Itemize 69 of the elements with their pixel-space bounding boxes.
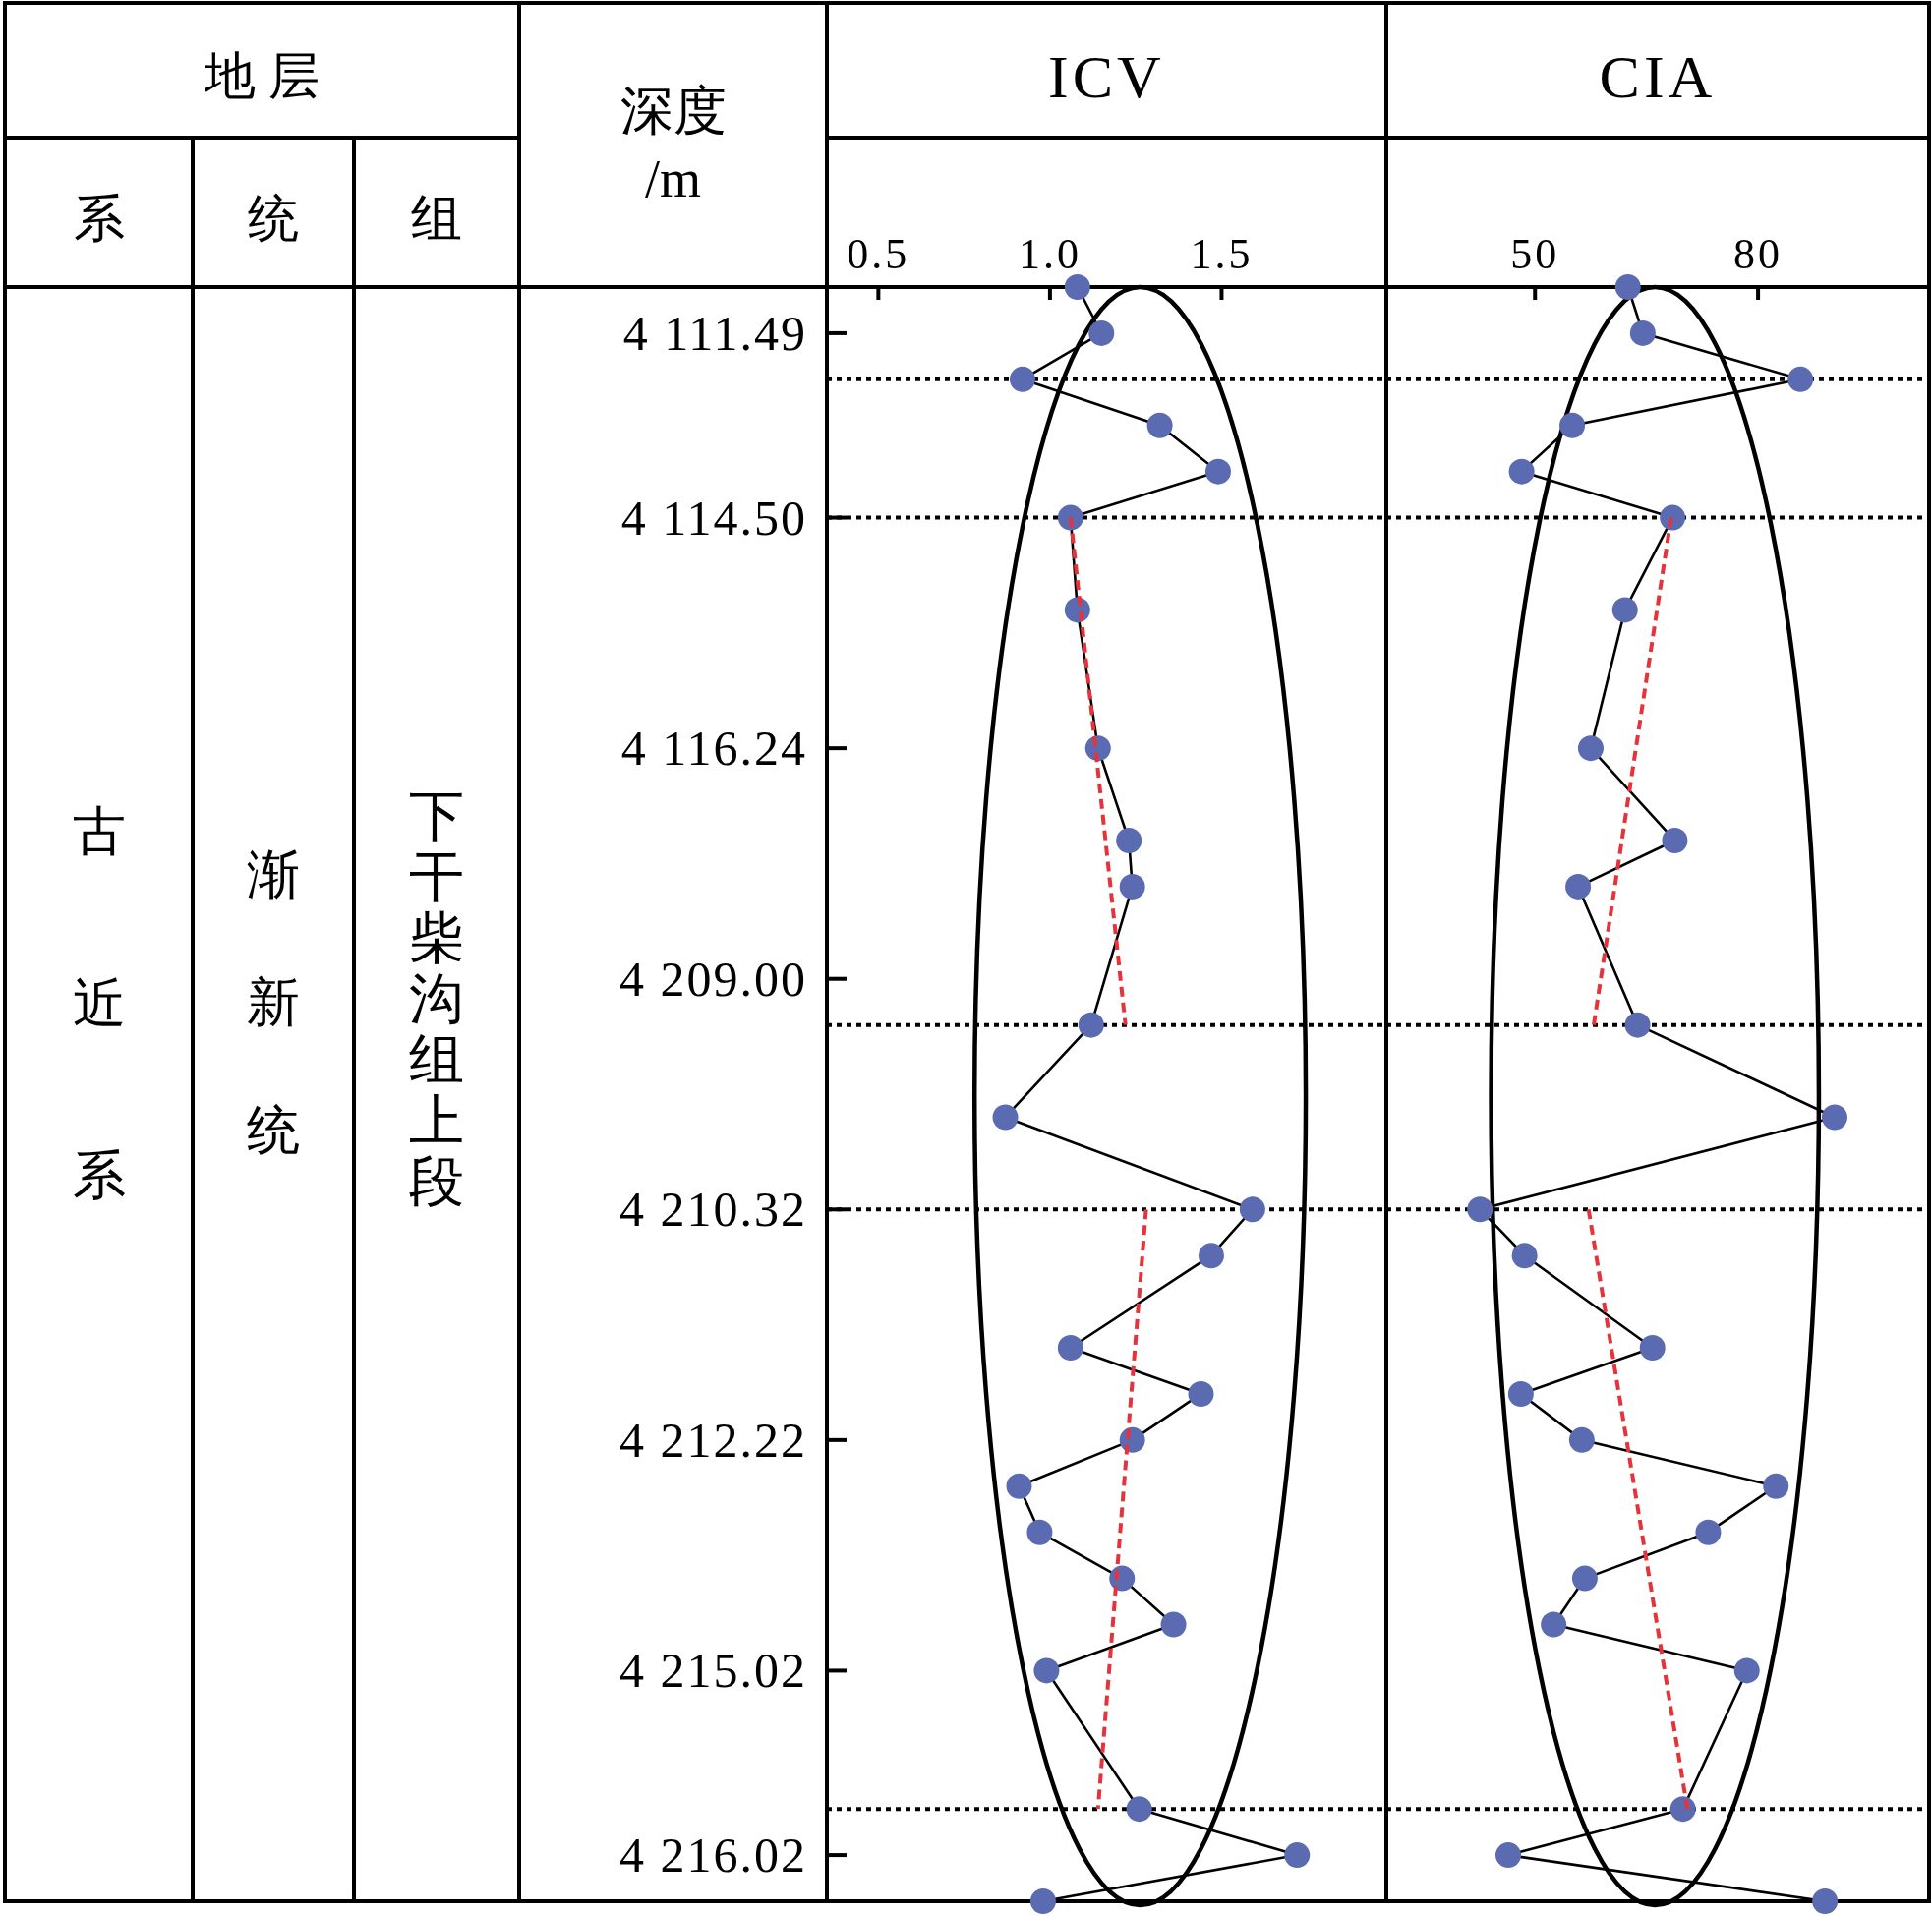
y-tick-label: 4 116.24 xyxy=(620,721,807,777)
point xyxy=(1078,1012,1104,1038)
point xyxy=(1508,458,1535,485)
y-tick-label: 4 215.02 xyxy=(619,1643,807,1699)
text: 古近系 xyxy=(72,802,126,1205)
text: 统 xyxy=(248,190,299,247)
point xyxy=(1064,274,1090,300)
point xyxy=(1284,1842,1311,1869)
point xyxy=(1009,366,1035,392)
x-tick-label: 50 xyxy=(1510,229,1560,278)
point xyxy=(1116,827,1142,853)
x-tick-label: 0.5 xyxy=(847,229,910,278)
text: 地 层 xyxy=(204,48,320,104)
point xyxy=(1495,1842,1522,1869)
y-tick-label: 4 111.49 xyxy=(622,305,807,361)
point xyxy=(1624,1012,1651,1038)
point xyxy=(1812,1888,1839,1914)
point xyxy=(1639,1335,1666,1362)
point xyxy=(1662,827,1688,853)
point xyxy=(1660,504,1686,531)
point xyxy=(1204,458,1231,485)
y-tick-label: 4 114.50 xyxy=(620,490,807,546)
text: 渐新统 xyxy=(247,845,300,1160)
text: 系 xyxy=(73,190,125,247)
point xyxy=(1614,274,1641,300)
point xyxy=(1198,1243,1224,1269)
point xyxy=(1026,1519,1053,1545)
point xyxy=(1033,1657,1060,1684)
point xyxy=(1695,1519,1722,1545)
point xyxy=(1611,597,1638,623)
point xyxy=(1057,1335,1083,1362)
point xyxy=(1188,1380,1214,1407)
point xyxy=(1787,366,1814,392)
point xyxy=(1577,735,1604,762)
x-tick-label: 1.5 xyxy=(1190,229,1254,278)
point xyxy=(1160,1611,1187,1638)
point xyxy=(1568,1426,1595,1453)
y-tick-label: 4 212.22 xyxy=(619,1412,807,1468)
point xyxy=(1088,319,1115,346)
point xyxy=(1511,1243,1538,1269)
point xyxy=(1559,412,1586,438)
point xyxy=(1571,1565,1598,1592)
point xyxy=(1029,1888,1056,1914)
point xyxy=(1057,504,1083,531)
x-tick-label: 1.0 xyxy=(1018,229,1082,278)
point xyxy=(1629,319,1656,346)
point xyxy=(1821,1104,1847,1131)
text: 下干柴沟组上段 xyxy=(409,785,464,1212)
y-tick-label: 4 210.32 xyxy=(619,1182,807,1238)
text: 组 xyxy=(411,190,462,247)
point xyxy=(1541,1611,1567,1638)
y-tick-label: 4 216.02 xyxy=(619,1828,807,1884)
point xyxy=(1006,1473,1032,1499)
point xyxy=(1119,873,1145,900)
chart-title: CIA xyxy=(1599,42,1717,110)
point xyxy=(1507,1380,1534,1407)
point xyxy=(1565,873,1592,900)
y-axis-title: 深度 /m xyxy=(619,82,727,208)
point xyxy=(992,1104,1019,1131)
point xyxy=(1126,1796,1152,1823)
y-tick-label: 4 209.00 xyxy=(619,951,807,1007)
chart-title: ICV xyxy=(1048,42,1165,110)
point xyxy=(1239,1196,1265,1223)
point xyxy=(1733,1657,1760,1684)
point xyxy=(1763,1473,1789,1499)
point xyxy=(1467,1196,1493,1223)
point xyxy=(1146,412,1173,438)
x-tick-label: 80 xyxy=(1733,229,1784,278)
point xyxy=(1669,1796,1696,1823)
